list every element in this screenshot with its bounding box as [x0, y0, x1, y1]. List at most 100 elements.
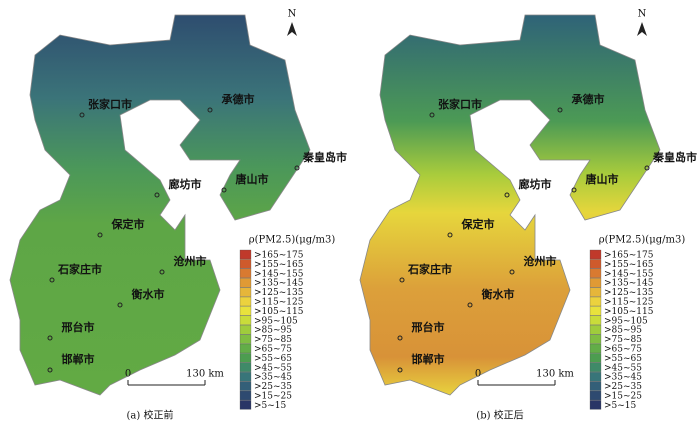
legend-label: >5~15	[604, 401, 637, 411]
city-dot	[159, 269, 165, 275]
legend-swatch	[589, 278, 602, 288]
city-dot	[467, 302, 473, 308]
legend-swatch	[589, 268, 602, 278]
legend-title: ρ(PM2.5)(μg/m3)	[599, 235, 686, 246]
city-label: 唐山市	[586, 172, 619, 186]
legend-swatch	[239, 287, 252, 297]
legend-label: >95~105	[604, 316, 648, 326]
legend-label: >135~145	[254, 279, 304, 289]
scale-label: 130 km	[536, 369, 574, 380]
city-label: 衡水市	[482, 287, 515, 301]
legend-swatch	[239, 372, 252, 382]
legend-swatch	[239, 249, 252, 260]
city-dot	[399, 277, 405, 283]
north-arrow	[637, 22, 647, 36]
legend-swatch	[239, 400, 252, 410]
legend-swatch	[589, 315, 602, 325]
legend-label: >165~175	[254, 251, 304, 261]
city-label: 秦皇岛市	[652, 150, 697, 164]
legend-label: >95~105	[254, 316, 298, 326]
legend-label: >75~85	[254, 335, 292, 345]
city-label: 沧州市	[524, 254, 557, 268]
city-dot	[47, 367, 53, 373]
city-label: 承德市	[222, 92, 255, 106]
legend-title: ρ(PM2.5)(μg/m3)	[249, 235, 336, 246]
city-dot	[557, 107, 563, 113]
legend-swatch	[239, 325, 252, 335]
legend-swatch	[589, 334, 602, 344]
legend-swatch	[589, 400, 602, 410]
city-dot	[117, 302, 123, 308]
legend-label: >105~115	[604, 307, 654, 317]
legend-swatch	[239, 343, 252, 354]
legend-label: >65~75	[604, 345, 642, 355]
city-dot	[397, 335, 403, 341]
city-dot	[644, 165, 650, 171]
caption: (b) 校正后	[476, 409, 523, 422]
city-dot	[154, 192, 160, 198]
legend-swatch	[589, 287, 602, 297]
legend-label: >75~85	[604, 335, 642, 345]
city-label: 石家庄市	[57, 262, 102, 276]
scale-label: 130 km	[186, 369, 224, 380]
city-label: 邯郸市	[412, 352, 445, 366]
city-label: 邢台市	[411, 320, 445, 334]
city-label: 张家口市	[88, 97, 132, 111]
legend-swatch	[589, 353, 602, 363]
city-dot	[429, 112, 435, 118]
north-label: N	[288, 9, 297, 20]
legend-label: >165~175	[604, 251, 654, 261]
legend-swatch	[239, 296, 252, 307]
caption: (a) 校正前	[127, 409, 174, 422]
city-label: 邯郸市	[62, 352, 95, 366]
legend-label: >105~115	[254, 307, 304, 317]
city-label: 石家庄市	[407, 262, 452, 276]
legend-label: >145~155	[604, 269, 654, 279]
city-dot	[221, 187, 227, 193]
city-label: 承德市	[572, 92, 605, 106]
legend-label: >85~95	[604, 326, 642, 336]
city-label: 廊坊市	[169, 177, 202, 191]
legend-swatch	[589, 259, 602, 269]
legend-label: >125~135	[254, 288, 304, 298]
city-label: 保定市	[461, 217, 495, 231]
legend-swatch	[239, 334, 252, 344]
legend-label: >5~15	[254, 401, 287, 411]
legend-swatch	[589, 390, 602, 401]
legend-label: >25~35	[254, 382, 292, 392]
north-label: N	[638, 9, 647, 20]
north-arrow	[287, 22, 297, 36]
legend-swatch	[239, 390, 252, 401]
scale-start: 0	[475, 369, 481, 380]
legend-label: >25~35	[604, 382, 642, 392]
legend-swatch	[239, 306, 252, 316]
legend-swatch	[589, 343, 602, 354]
legend-label: >45~55	[254, 363, 292, 373]
city-label: 秦皇岛市	[302, 150, 347, 164]
legend-swatch	[589, 325, 602, 335]
city-label: 廊坊市	[519, 177, 552, 191]
legend-swatch	[589, 296, 602, 307]
scale-start: 0	[125, 369, 131, 380]
legend-swatch	[239, 259, 252, 269]
province-map	[9, 14, 311, 396]
city-label: 衡水市	[132, 287, 165, 301]
legend-label: >115~125	[604, 298, 654, 308]
city-dot	[294, 165, 300, 171]
city-label: 邢台市	[61, 320, 95, 334]
legend-label: >35~45	[254, 373, 292, 383]
legend-swatch	[589, 381, 602, 391]
legend-swatch	[239, 353, 252, 363]
legend-label: >45~55	[604, 363, 642, 373]
city-dot	[397, 367, 403, 373]
legend-label: >55~65	[604, 354, 642, 364]
legend-swatch	[239, 315, 252, 325]
city-label: 保定市	[111, 217, 145, 231]
legend-label: >65~75	[254, 345, 292, 355]
city-dot	[79, 112, 85, 118]
city-dot	[49, 277, 55, 283]
legend-swatch	[239, 381, 252, 391]
